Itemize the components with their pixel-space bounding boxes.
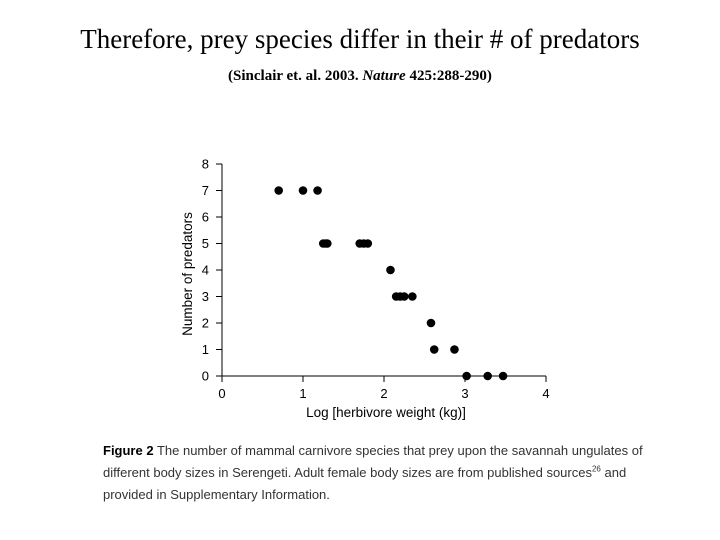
data-point [386,265,395,275]
y-tick-label: 8 [202,157,209,172]
x-axis-label: Log [herbivore weight (kg)] [306,405,466,420]
data-point [462,371,471,381]
y-tick-label: 6 [202,210,209,225]
citation-journal: Nature [362,68,406,84]
y-tick-label: 5 [202,236,209,251]
data-point [450,345,459,354]
y-tick-label: 4 [202,263,209,278]
x-tick-label: 3 [461,386,468,401]
data-point [399,292,409,301]
y-tick-label: 3 [202,289,209,304]
y-tick-label: 2 [202,316,209,331]
citation: (Sinclair et. al. 2003. Nature 425:288-2… [0,66,720,86]
y-tick-label: 0 [202,369,209,384]
data-point [313,186,322,195]
y-axis-label: Number of predators [180,212,195,336]
y-tick-label: 7 [202,183,209,198]
data-point [363,239,373,248]
data-point [429,345,439,354]
citation-rest: 425:288-290) [405,68,492,84]
data-point [426,318,436,328]
figure-caption: Figure 2 The number of mammal carnivore … [103,440,643,506]
slide-title: Therefore, prey species differ in their … [80,24,640,54]
x-tick-label: 2 [380,386,387,401]
data-points [274,186,508,381]
y-axis: 0 1 2 3 4 5 6 7 8 [202,157,223,384]
x-axis: 0 1 2 3 4 [218,375,550,401]
data-point [298,186,308,195]
citation-open: (Sinclair et. al. 2003. [228,68,363,84]
data-point [498,371,508,381]
figure-label: Figure 2 [103,443,154,458]
data-point [274,186,284,195]
x-tick-label: 4 [542,386,549,401]
caption-text: The number of mammal carnivore species t… [103,443,643,480]
caption-text-end: and provided in Supplementary Informatio… [103,465,627,502]
y-tick-label: 1 [202,342,209,357]
data-point [323,239,332,248]
caption-superscript: 26 [591,464,601,474]
x-tick-label: 1 [299,386,306,401]
data-point [483,371,492,381]
x-tick-label: 0 [218,386,225,401]
data-point [408,292,417,301]
